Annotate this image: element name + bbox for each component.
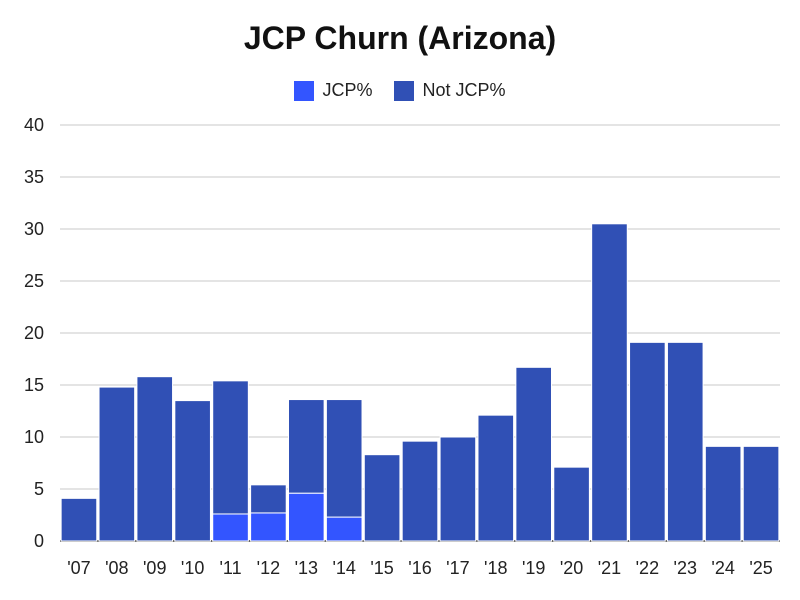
legend-item-jcp: JCP%: [294, 80, 372, 101]
bar-jcp-13: [288, 492, 325, 542]
x-tick-label: '18: [484, 558, 507, 578]
y-tick-label: 40: [24, 115, 44, 135]
y-tick-label: 25: [24, 271, 44, 291]
bar-jcp-11: [212, 513, 249, 542]
x-tick-label: '07: [67, 558, 90, 578]
x-tick-label: '14: [332, 558, 355, 578]
x-tick-label: '11: [219, 558, 241, 578]
bar-not-jcp-23: [666, 341, 704, 542]
y-tick-label: 15: [24, 375, 44, 395]
bar-not-jcp-25: [742, 445, 780, 542]
x-tick-label: '23: [674, 558, 697, 578]
bar-not-jcp-15: [363, 454, 401, 542]
bar-not-jcp-13: [288, 399, 325, 494]
x-axis-ticks: '07 '08 '09 '10 '11 '12 '13 '14 '15 '16 '17 '18 '19 '…: [67, 558, 773, 578]
x-tick-label: '13: [295, 558, 318, 578]
x-tick-label: '21: [598, 558, 621, 578]
chart-title: JCP Churn (Arizona): [243, 20, 557, 56]
bar-not-jcp-07: [60, 497, 98, 542]
bar-not-jcp-09: [136, 376, 174, 542]
bar-not-jcp-08: [98, 386, 136, 542]
x-tick-label: '25: [749, 558, 772, 578]
bar-not-jcp-21: [591, 223, 628, 542]
bar-not-jcp-16: [401, 440, 439, 542]
legend-label-jcp: JCP%: [322, 80, 373, 100]
x-tick-label: '16: [408, 558, 431, 578]
x-tick-label: '10: [181, 558, 204, 578]
x-tick-label: '20: [560, 558, 583, 578]
y-tick-label: 20: [24, 323, 44, 343]
legend: JCP% Not JCP%: [0, 80, 800, 101]
bar-not-jcp-24: [704, 445, 742, 542]
x-tick-label: '24: [711, 558, 734, 578]
bar-not-jcp-17: [439, 436, 477, 542]
bar-not-jcp-10: [174, 400, 211, 542]
bars: [60, 223, 780, 542]
x-tick-label: '09: [143, 558, 166, 578]
y-tick-label: 30: [24, 219, 44, 239]
bar-not-jcp-14: [325, 399, 363, 518]
bar-not-jcp-12: [250, 484, 287, 514]
bar-jcp-14: [325, 516, 363, 542]
x-tick-label: '12: [257, 558, 280, 578]
y-tick-label: 35: [24, 167, 44, 187]
x-tick-label: '22: [636, 558, 659, 578]
bar-jcp-12: [250, 512, 287, 542]
bar-not-jcp-11: [212, 380, 249, 515]
x-tick-label: '17: [446, 558, 469, 578]
legend-item-not-jcp: Not JCP%: [394, 80, 506, 101]
y-axis-ticks: 0 5 10 15 20 25 30 35 40: [24, 115, 44, 551]
x-tick-label: '08: [105, 558, 128, 578]
y-tick-label: 5: [34, 479, 44, 499]
x-tick-label: '19: [522, 558, 545, 578]
y-tick-label: 0: [34, 531, 44, 551]
bar-not-jcp-19: [515, 366, 552, 542]
bar-not-jcp-20: [553, 466, 590, 542]
bar-not-jcp-22: [629, 341, 666, 542]
bar-not-jcp-18: [477, 414, 515, 542]
legend-swatch-jcp: [294, 80, 315, 101]
legend-label-not-jcp: Not JCP%: [422, 80, 506, 100]
legend-swatch-not-jcp: [394, 80, 415, 101]
y-tick-label: 10: [24, 427, 44, 447]
x-tick-label: '15: [370, 558, 393, 578]
